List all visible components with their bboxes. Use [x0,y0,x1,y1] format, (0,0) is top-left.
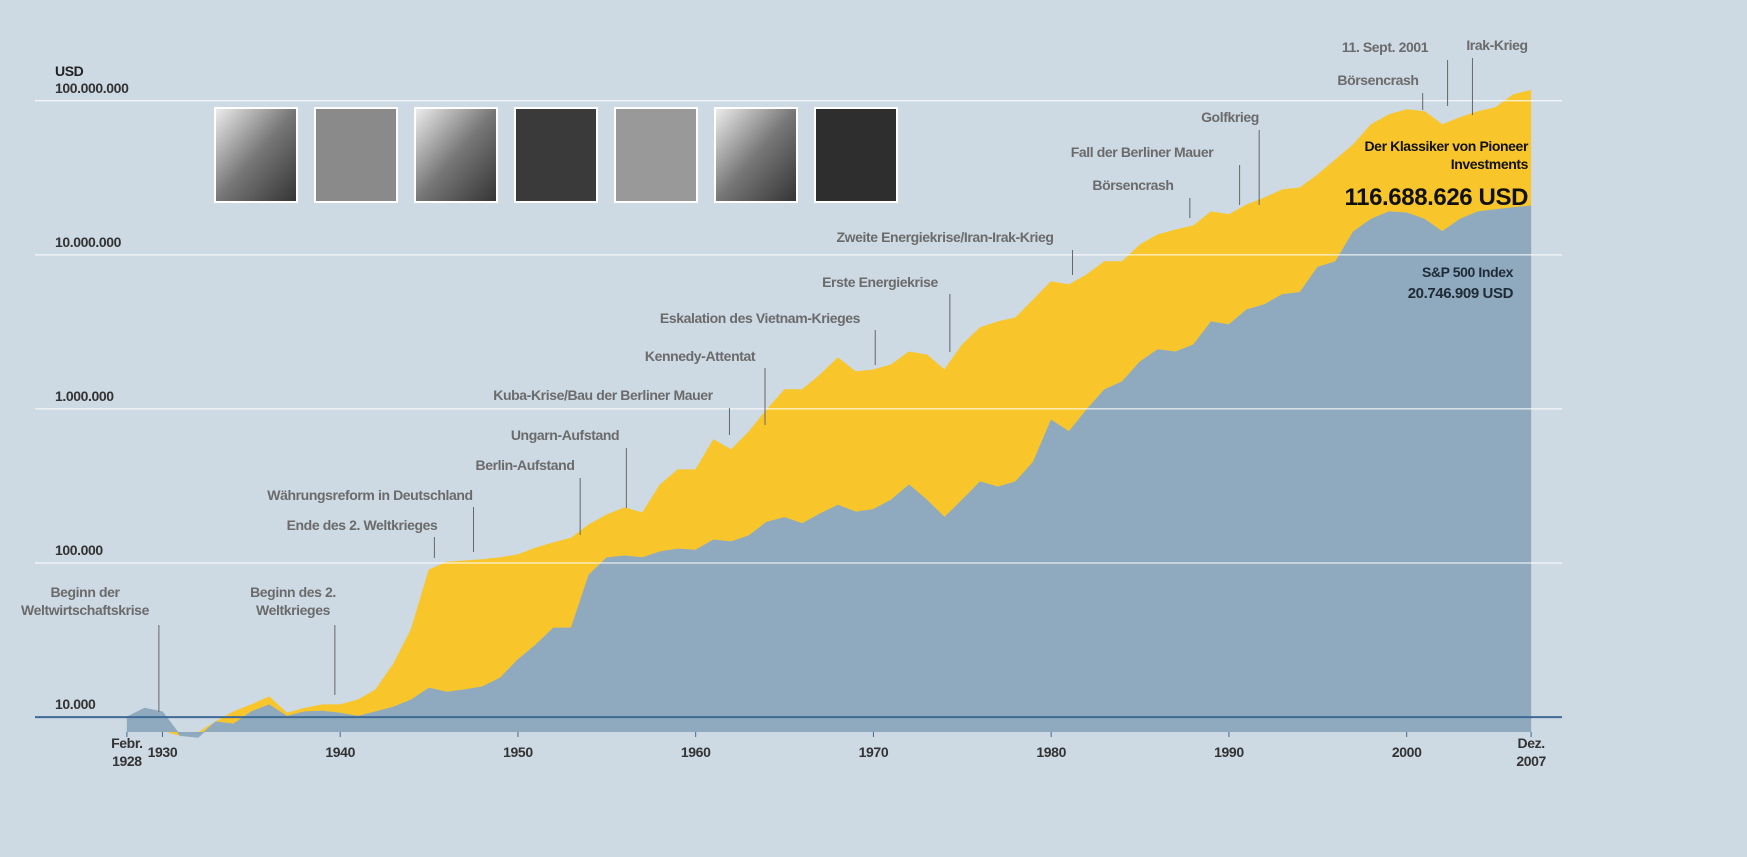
legend-label: Der Klassiker von Pioneer Investments [1364,138,1528,172]
y-tick-label: 1.000.000 [55,387,114,404]
photo [314,107,398,203]
annotation: Irak-Krieg [1466,37,1528,53]
x-tick-label: 1930 [147,744,178,760]
area-line [126,89,1532,736]
photo [214,107,298,203]
x-tick-label: 1940 [325,744,355,760]
annotation: Währungsreform in Deutschland [267,487,473,503]
annotation: 11. Sept. 2001 [1341,39,1429,55]
photos [214,107,898,203]
annotation: Erste Energiekrise [822,274,938,290]
annotation: Kennedy-Attentat [644,348,756,364]
area-line [126,205,1532,738]
photo [714,107,798,203]
x-tick-label: 1960 [680,744,711,760]
annotation: Zweite Energiekrise/Iran-Irak-Krieg [836,229,1054,245]
photo [514,107,598,203]
y-tick-label: 100.000.000 [55,79,129,96]
y-tick-label: 10.000 [55,696,96,713]
y-tick-label: 100.000 [55,541,103,558]
annotation: Ende des 2. Weltkrieges [286,517,438,533]
y-tick-label: 10.000.000 [55,233,122,250]
x-tick-label: 1970 [858,744,889,760]
annotation: Kuba-Krise/Bau der Berliner Mauer [493,387,713,403]
photo [614,107,698,203]
annotation: Fall der Berliner Mauer [1070,144,1214,160]
photo [414,107,498,203]
annotation: Berlin-Aufstand [475,457,575,473]
area-fill [126,206,1532,738]
x-tick-label: 1980 [1036,744,1066,760]
x-tick-label: 1990 [1214,744,1244,760]
annotation: Börsencrash [1337,72,1419,88]
legend-label: S&P 500 Index [1421,264,1513,280]
x-tick-label: 1950 [503,744,533,760]
value-label: 20.746.909 USD [1407,285,1514,302]
x-tick-label: Dez. 2007 [1516,735,1546,769]
x-tick-label: Febr. 1928 [111,735,143,769]
value-label: 116.688.626 USD [1344,184,1529,211]
annotation: Börsencrash [1092,177,1174,193]
annotation: Beginn der Weltwirtschaftskrise [21,584,149,618]
annotation: Ungarn-Aufstand [510,427,620,443]
annotation: Golfkrieg [1201,109,1259,125]
annotation: Eskalation des Vietnam-Krieges [659,310,861,326]
x-tick-label: 2000 [1391,744,1422,760]
photo [814,107,898,203]
y-axis-label: USD [55,63,84,79]
annotation: Beginn des 2. Weltkrieges [250,584,336,618]
